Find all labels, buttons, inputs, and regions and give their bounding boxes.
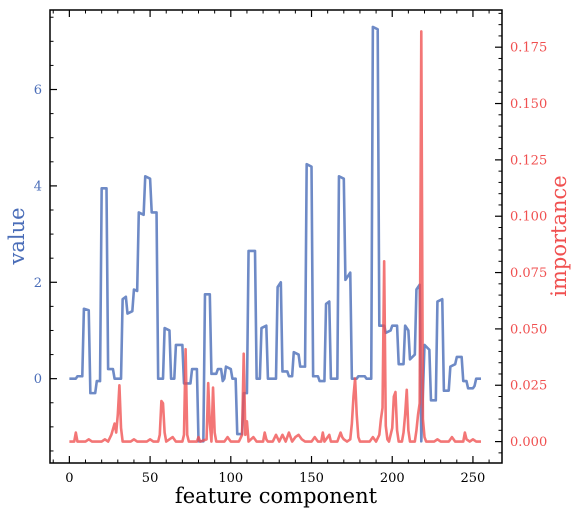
- y-right-tick-label: 0.075: [510, 266, 547, 281]
- x-tick-label: 100: [218, 471, 243, 486]
- y-right-tick-label: 0.000: [510, 435, 547, 450]
- y-right-tick-label: 0.175: [510, 41, 547, 56]
- x-tick-label: 250: [461, 471, 486, 486]
- y-right-tick-label: 0.050: [510, 322, 547, 337]
- x-axis-title: feature component: [175, 484, 378, 508]
- y-axis-right-title: importance: [547, 175, 571, 296]
- series-value-line: [69, 25, 482, 443]
- series-importance-line: [69, 30, 482, 443]
- y-right-tick-label: 0.100: [510, 210, 547, 225]
- x-tick-label: 150: [299, 471, 324, 486]
- y-left-tick-label: 0: [34, 372, 42, 387]
- x-tick-label: 0: [65, 471, 73, 486]
- y-left-tick-label: 6: [34, 83, 42, 98]
- x-tick-label: 200: [380, 471, 405, 486]
- plot-frame: [49, 9, 503, 464]
- y-right-tick-label: 0.025: [510, 379, 547, 394]
- y-left-tick-label: 4: [34, 179, 42, 194]
- y-axis-left-title: value: [5, 207, 29, 265]
- y-right-tick-label: 0.125: [510, 153, 547, 168]
- x-tick-label: 50: [142, 471, 159, 486]
- y-right-tick-label: 0.150: [510, 97, 547, 112]
- y-left-tick-label: 2: [34, 276, 42, 291]
